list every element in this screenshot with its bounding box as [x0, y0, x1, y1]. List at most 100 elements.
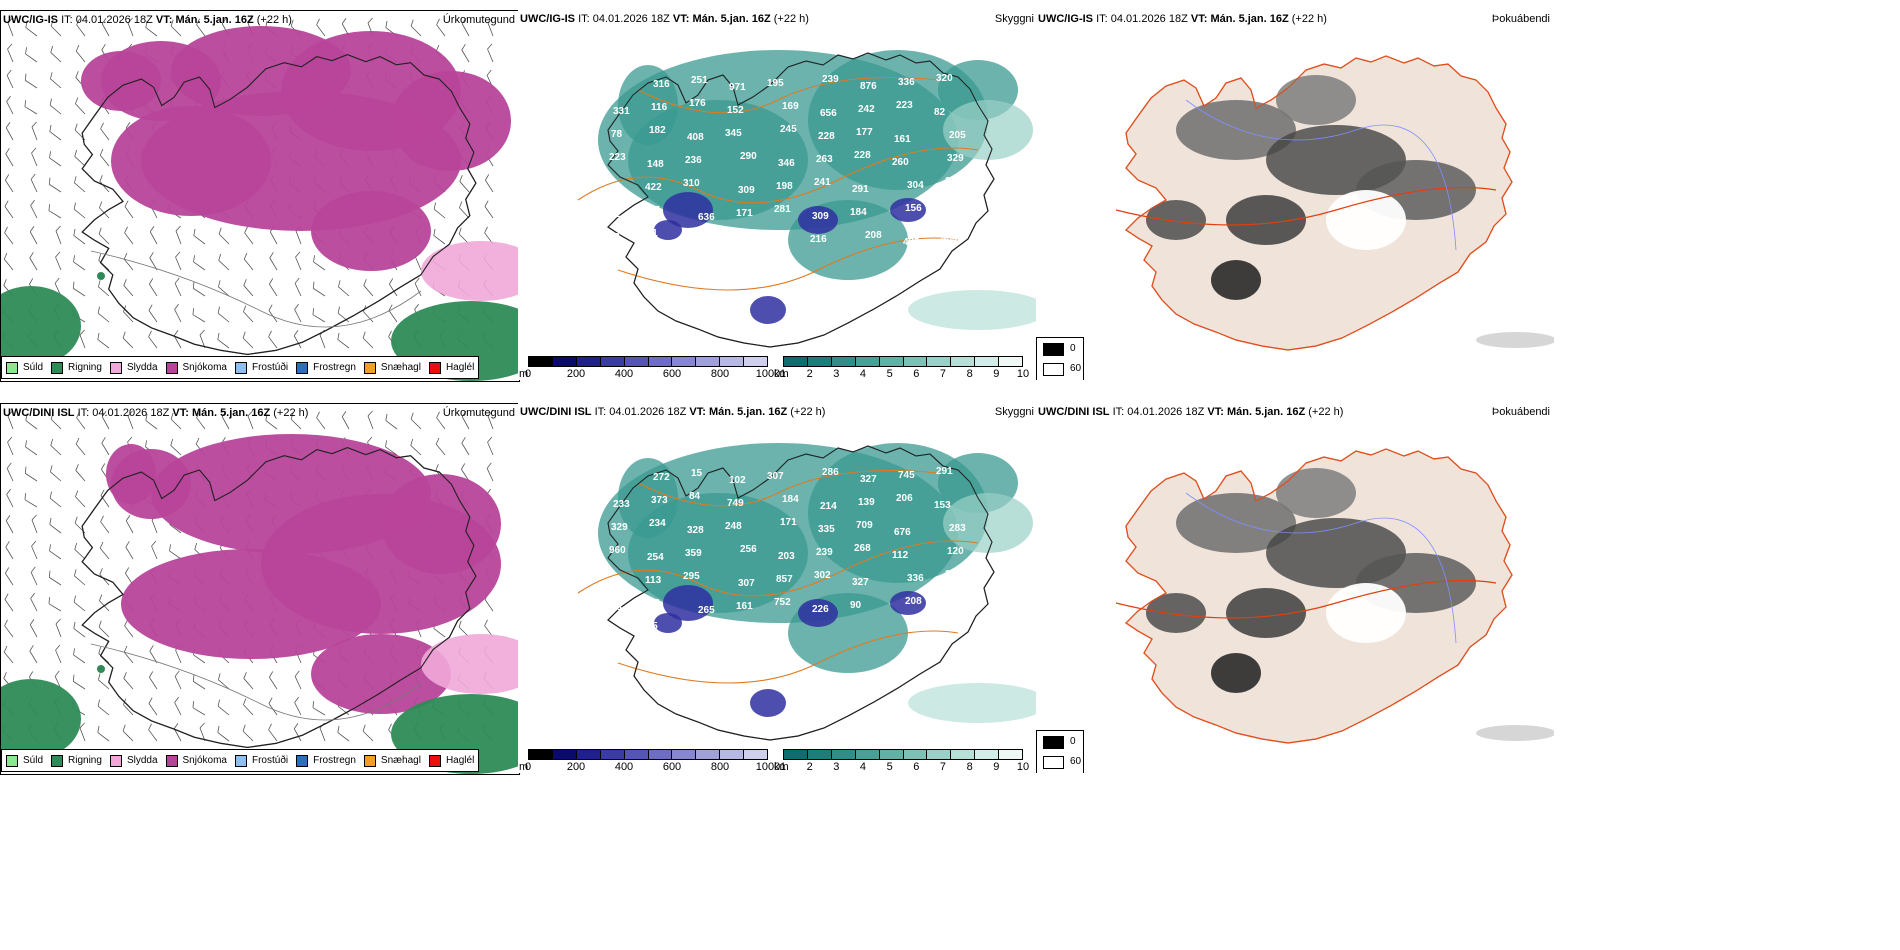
- wind-barb: [25, 440, 38, 456]
- legend-swatch: [6, 361, 18, 374]
- fog-legend-black-swatch: [1043, 343, 1064, 356]
- cloudbase-value-label: 116: [651, 102, 668, 113]
- cloudbase-value-label: 327: [860, 474, 877, 485]
- cloudbase-value-label: 15: [691, 468, 703, 479]
- wind-barb: [410, 412, 422, 430]
- cloudbase-value-label: 78: [611, 129, 623, 140]
- wind-barb: [5, 567, 14, 586]
- wind-barb: [148, 723, 158, 742]
- visibility-area: [908, 683, 1038, 723]
- colorbar-cell: [696, 357, 721, 366]
- colorbar-cell: [552, 357, 577, 366]
- wind-barb: [435, 437, 446, 456]
- cloudbase-value-label: 184: [782, 494, 799, 505]
- wind-barb: [145, 20, 158, 37]
- wind-barb: [6, 95, 14, 115]
- colorbar-unit: m: [519, 368, 529, 380]
- cloudbase-value-label: 329: [947, 153, 964, 164]
- low-visibility-area: [628, 100, 808, 220]
- wind-barb: [485, 174, 494, 193]
- low-visibility-area: [618, 65, 678, 145]
- wind-barb: [75, 437, 86, 456]
- legend-item: Snæhagl: [363, 361, 421, 374]
- cloudbase-value-label: 283: [949, 523, 966, 534]
- cloudbase-value-label: 199: [943, 603, 960, 614]
- wind-barb: [55, 251, 62, 271]
- cloudbase-value-label: 120: [947, 546, 964, 557]
- wind-barb: [192, 674, 206, 690]
- cloudbase-value-label: 184: [850, 207, 867, 218]
- cloudbase-value-label: 329: [611, 522, 628, 533]
- wind-barb: [124, 200, 134, 219]
- cloudbase-value-label: 161: [736, 601, 753, 612]
- colorbar-cell: [831, 357, 856, 366]
- cloudbase-value-label: 272: [653, 472, 670, 483]
- colorbar-tick-label: 800: [710, 368, 730, 380]
- colorbar-tick-label: 800: [710, 761, 730, 773]
- low-cloudbase-area: [798, 599, 838, 627]
- wind-barb: [7, 410, 14, 430]
- wind-barb: [461, 410, 470, 430]
- wind-barb: [173, 722, 182, 742]
- cloudbase-value-label: 169: [782, 101, 799, 112]
- wind-barb: [338, 280, 350, 297]
- cloudbase-value-label: 239: [816, 547, 833, 558]
- wind-barb: [243, 672, 254, 690]
- wind-barb: [294, 303, 302, 323]
- wind-barb: [218, 673, 230, 690]
- wind-barb: [101, 17, 110, 37]
- wind-barb: [269, 278, 278, 297]
- precip-type-panel-row1: UWC/IG-IS IT: 04.01.2026 18Z VT: Mán. 5.…: [0, 10, 520, 382]
- wind-barb: [74, 542, 86, 560]
- legend-item: Frostregn: [296, 754, 356, 767]
- legend-label: Haglél: [445, 362, 475, 373]
- wind-barb: [124, 226, 134, 245]
- colorbar-cell: [999, 750, 1023, 759]
- colorbar-tick-label: 9: [993, 761, 1000, 773]
- cloudbase-value-label: 309: [812, 211, 829, 222]
- contour-line: [637, 76, 939, 114]
- fog-clear-area: [1326, 583, 1406, 643]
- fog-legend-white-swatch: [1043, 756, 1064, 769]
- wind-barb: [169, 544, 182, 560]
- wind-barb: [313, 255, 326, 271]
- cloudbase-value-label: 636: [698, 212, 715, 223]
- wind-barb: [385, 440, 398, 456]
- fog-indicator-area: [1176, 100, 1296, 160]
- panel-label: Úrkomutegund: [442, 407, 515, 419]
- legend-swatch: [165, 754, 178, 767]
- wind-barb: [436, 411, 446, 430]
- colorbar-tick-label: 200: [566, 368, 586, 380]
- wind-barb: [75, 490, 86, 508]
- wind-barb: [29, 225, 38, 245]
- wind-barb: [30, 592, 38, 612]
- colorbar-cell: [696, 750, 721, 759]
- colorbar-cell: [529, 750, 553, 759]
- legend-swatch: [363, 361, 376, 374]
- wind-barb: [5, 148, 14, 167]
- cloudbase-value-label: 153: [934, 500, 951, 511]
- wind-barb: [99, 148, 110, 167]
- wind-barb: [410, 19, 422, 37]
- cloudbase-value-label: 296: [607, 186, 624, 197]
- cloudbase-value-label: 307: [738, 578, 755, 589]
- wind-barb: [74, 176, 86, 193]
- wind-barb: [388, 304, 398, 323]
- colorbar-tick-label: 600: [662, 368, 682, 380]
- colorbar-cells: [528, 356, 768, 367]
- wind-barb: [487, 436, 494, 456]
- cloudbase-value-label: 278: [945, 569, 962, 580]
- contour-line: [637, 469, 939, 507]
- cloud-map-row1: 890 316 251 971 195 239 876 336 320 331 116 176 152 1…: [577, 50, 1038, 348]
- cloudbase-value-label: 295: [683, 571, 700, 582]
- cloudbase-value-label: 301: [641, 228, 658, 239]
- colorbar-cell: [903, 357, 928, 366]
- wind-barb: [217, 699, 230, 716]
- wind-barb: [487, 43, 494, 63]
- wind-barb: [269, 252, 278, 271]
- wind-barb: [218, 280, 230, 297]
- wind-barb: [242, 331, 254, 349]
- wind-barb: [79, 329, 86, 349]
- cloudbase-colorbar: 0 200 400 600 800 1000 m: [519, 356, 780, 380]
- wind-barb: [50, 45, 62, 63]
